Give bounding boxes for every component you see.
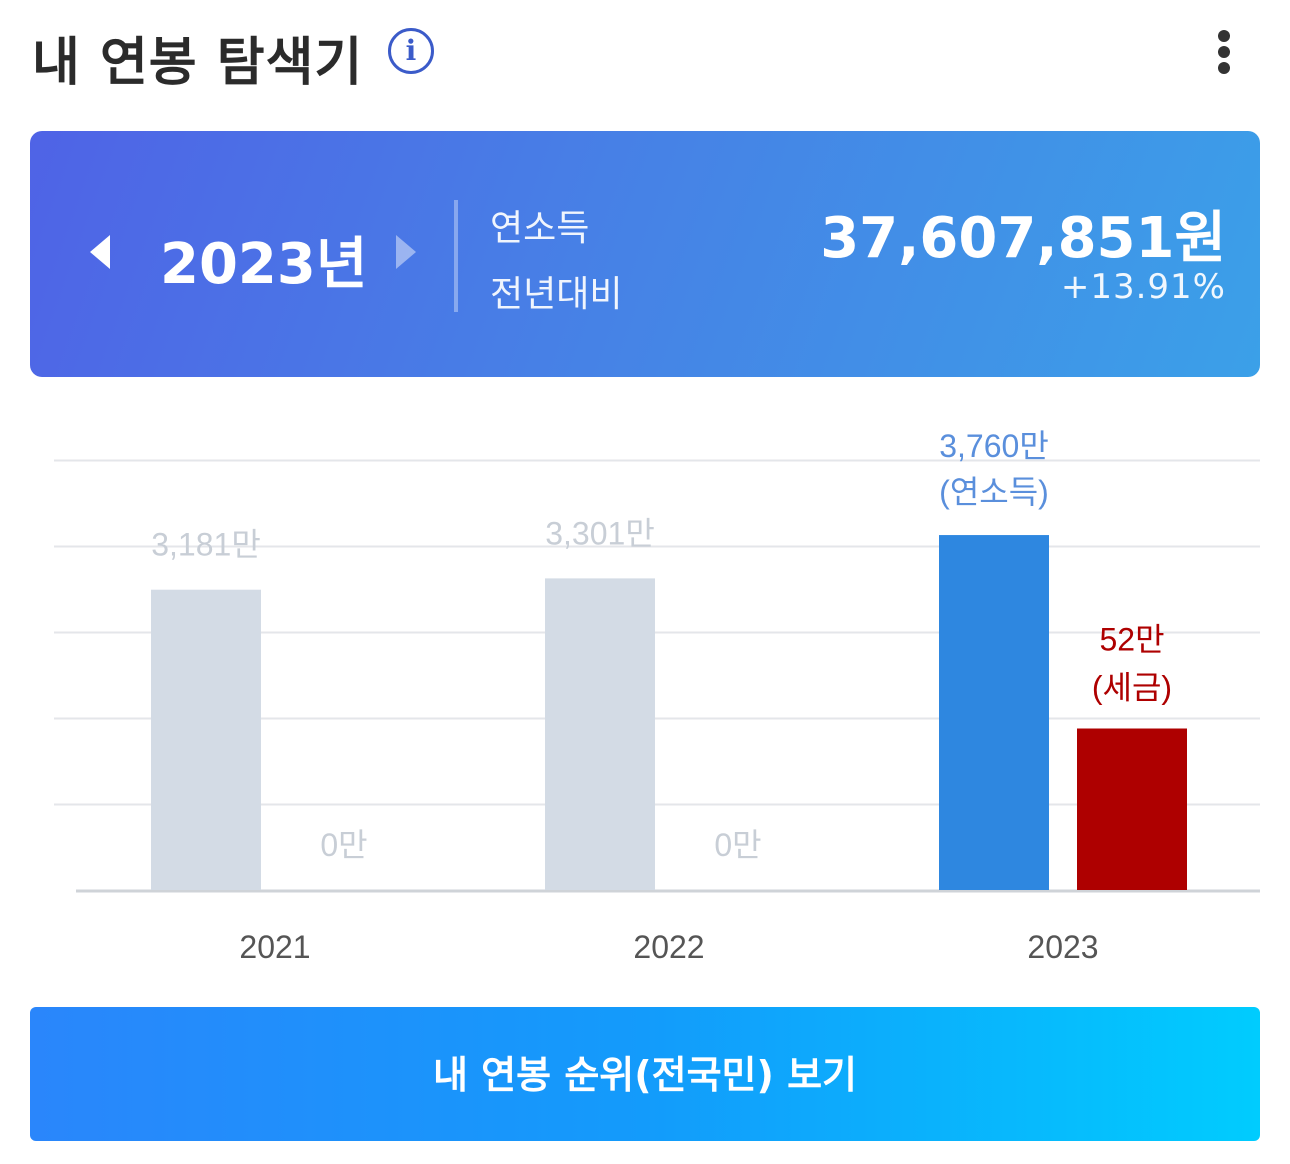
tax-data-label: 0만 bbox=[714, 827, 761, 863]
income-bar bbox=[939, 535, 1049, 890]
tax-data-label: 52만 bbox=[1099, 622, 1164, 658]
tax-data-label: 0만 bbox=[320, 827, 367, 863]
x-tick-label: 2021 bbox=[239, 929, 310, 965]
caret-left-icon[interactable] bbox=[90, 235, 110, 269]
info-icon[interactable]: i bbox=[388, 28, 434, 74]
header: 내 연봉 탐색기 i bbox=[0, 0, 1290, 110]
income-summary-card: 2023년 연소득 전년대비 37,607,851원 +13.91% bbox=[30, 131, 1260, 377]
yoy-value: +13.91% bbox=[1060, 267, 1226, 307]
yoy-label: 전년대비 bbox=[490, 274, 623, 315]
chart-svg: 3,181만 0만 2021 3,301만 0만 2022 3,760만 (연소득) 52만 (세… bbox=[54, 428, 1260, 965]
page-title: 내 연봉 탐색기 bbox=[32, 33, 364, 93]
tax-bar bbox=[1077, 728, 1187, 890]
caret-right-icon[interactable] bbox=[396, 235, 416, 269]
selected-year: 2023년 bbox=[160, 232, 368, 297]
income-data-label: 3,181만 bbox=[151, 527, 261, 563]
income-bar bbox=[151, 589, 261, 890]
divider bbox=[454, 200, 458, 312]
view-ranking-button[interactable]: 내 연봉 순위(전국민) 보기 bbox=[30, 1007, 1260, 1141]
income-data-label: 3,760만 bbox=[939, 428, 1049, 464]
income-label: 연소득 bbox=[490, 208, 590, 249]
tax-tag-label: (세금) bbox=[1092, 670, 1172, 706]
x-tick-label: 2022 bbox=[633, 929, 704, 965]
x-tick-label: 2023 bbox=[1027, 929, 1098, 965]
income-tax-chart: 3,181만 0만 2021 3,301만 0만 2022 3,760만 (연소득) 52만 (세… bbox=[0, 400, 1290, 980]
income-bar bbox=[545, 578, 655, 890]
more-vertical-icon[interactable] bbox=[1204, 28, 1244, 76]
income-data-label: 3,301만 bbox=[545, 515, 655, 551]
income-tag-label: (연소득) bbox=[939, 474, 1049, 510]
income-value: 37,607,851원 bbox=[820, 206, 1226, 271]
